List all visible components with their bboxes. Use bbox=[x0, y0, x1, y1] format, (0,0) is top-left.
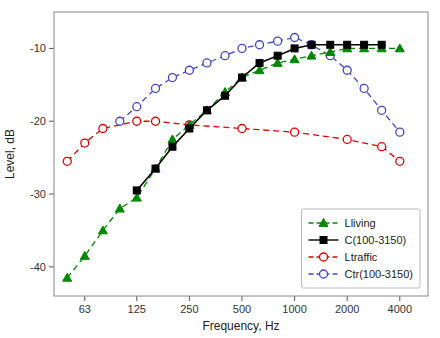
point bbox=[186, 125, 193, 132]
point bbox=[291, 128, 299, 136]
point bbox=[238, 125, 246, 133]
point bbox=[274, 52, 281, 59]
point bbox=[308, 41, 315, 48]
point bbox=[360, 84, 368, 92]
point bbox=[133, 187, 140, 194]
chart: 63 125 250 500 1000 2000 4000 -40 -30 -20 -10 Frequ… bbox=[0, 0, 440, 338]
x-tick-label: 1000 bbox=[282, 303, 306, 315]
y-tick-label: -30 bbox=[30, 188, 46, 200]
point bbox=[396, 128, 404, 136]
point bbox=[378, 41, 385, 48]
point bbox=[98, 226, 107, 234]
point bbox=[168, 135, 177, 143]
legend-label: C(100-3150) bbox=[345, 234, 407, 246]
point bbox=[115, 204, 124, 212]
point bbox=[291, 33, 299, 41]
point bbox=[395, 44, 404, 52]
point bbox=[344, 41, 351, 48]
x-tick bbox=[136, 296, 137, 301]
point bbox=[99, 125, 107, 133]
point bbox=[81, 139, 89, 147]
point bbox=[116, 117, 124, 125]
legend-marker bbox=[320, 270, 328, 278]
point bbox=[396, 157, 404, 165]
x-tick bbox=[189, 296, 190, 301]
point bbox=[221, 52, 229, 60]
series bbox=[63, 117, 404, 165]
series-line bbox=[120, 37, 400, 132]
point bbox=[378, 143, 386, 151]
x-tick-label: 63 bbox=[79, 303, 91, 315]
point bbox=[203, 107, 210, 114]
point bbox=[133, 103, 141, 111]
point bbox=[256, 41, 264, 49]
y-tick bbox=[49, 194, 54, 195]
point bbox=[202, 106, 211, 114]
plot-frame bbox=[54, 12, 428, 296]
point bbox=[63, 273, 72, 281]
x-tick-label: 500 bbox=[233, 303, 251, 315]
point bbox=[168, 74, 176, 82]
x-tick bbox=[399, 296, 400, 301]
point bbox=[291, 45, 298, 52]
y-tick bbox=[49, 121, 54, 122]
point bbox=[308, 41, 316, 49]
point bbox=[80, 251, 89, 259]
y-tick-label: -20 bbox=[30, 115, 46, 127]
point bbox=[63, 157, 71, 165]
series-line bbox=[67, 121, 400, 161]
x-tick-label: 250 bbox=[180, 303, 198, 315]
point bbox=[307, 51, 316, 59]
legend-label: Lliving bbox=[345, 217, 376, 229]
plot-background bbox=[54, 12, 428, 296]
point bbox=[274, 37, 282, 45]
point bbox=[152, 117, 160, 125]
x-axis-label: Frequency, Hz bbox=[202, 319, 279, 333]
point bbox=[343, 66, 351, 74]
legend-marker bbox=[320, 253, 328, 261]
point bbox=[203, 59, 211, 67]
x-tick bbox=[294, 296, 295, 301]
point bbox=[169, 143, 176, 150]
point bbox=[185, 66, 193, 74]
point bbox=[256, 59, 263, 66]
x-tick-label: 2000 bbox=[335, 303, 359, 315]
legend: Lliving C(100-3150) Ltraffic Ctr(100-3150) bbox=[302, 209, 420, 288]
point bbox=[343, 135, 351, 143]
legend-label: Ctr(100-3150) bbox=[345, 268, 413, 280]
point bbox=[361, 41, 368, 48]
y-tick bbox=[49, 266, 54, 267]
point bbox=[238, 74, 245, 81]
point bbox=[133, 117, 141, 125]
series-line bbox=[137, 45, 382, 191]
point bbox=[290, 55, 299, 63]
point bbox=[327, 41, 334, 48]
x-tick bbox=[347, 296, 348, 301]
x-tick-label: 125 bbox=[128, 303, 146, 315]
y-tick bbox=[49, 48, 54, 49]
point bbox=[151, 164, 160, 172]
x-tick bbox=[84, 296, 85, 301]
legend-frame bbox=[302, 209, 420, 288]
series bbox=[133, 41, 385, 194]
point bbox=[152, 165, 159, 172]
x-tick-label: 4000 bbox=[388, 303, 412, 315]
point bbox=[238, 44, 246, 52]
point bbox=[222, 92, 229, 99]
y-tick-label: -10 bbox=[30, 42, 46, 54]
legend-marker bbox=[320, 237, 327, 244]
point bbox=[378, 106, 386, 114]
x-tick bbox=[241, 296, 242, 301]
y-axis-label: Level, dB bbox=[3, 129, 17, 179]
legend-marker bbox=[319, 219, 328, 227]
y-tick-label: -40 bbox=[30, 261, 46, 273]
point bbox=[237, 73, 246, 81]
legend-label: Ltraffic bbox=[345, 251, 378, 263]
point bbox=[152, 84, 160, 92]
